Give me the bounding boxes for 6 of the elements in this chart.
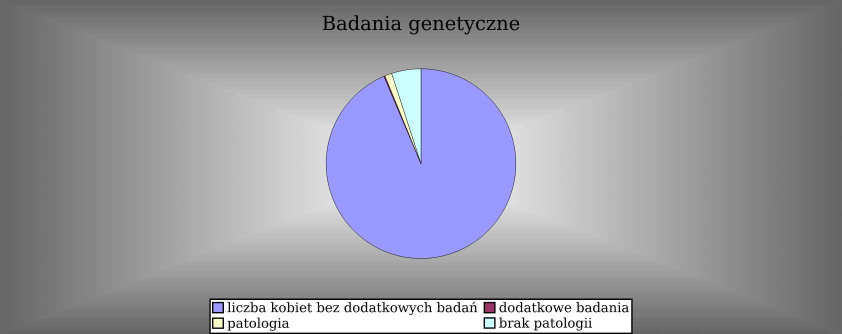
pie-slice xyxy=(326,68,516,259)
chart-title: Badania genetyczne xyxy=(322,15,520,34)
legend-label: liczba kobiet bez dodatkowych badań xyxy=(228,302,478,316)
legend-label: brak patologii xyxy=(499,318,592,331)
legend-label: dodatkowe badania xyxy=(499,302,629,312)
legend-label: patologia xyxy=(228,318,290,331)
